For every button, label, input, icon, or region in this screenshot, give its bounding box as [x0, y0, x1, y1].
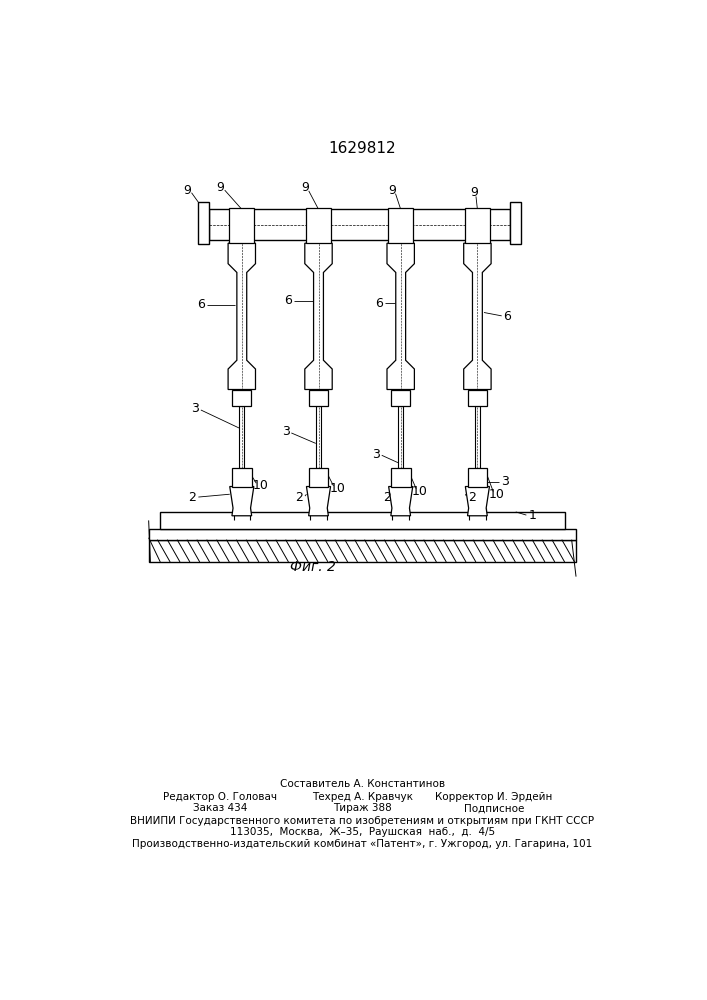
Text: Тираж 388: Тираж 388: [333, 803, 392, 813]
Text: 3: 3: [501, 475, 509, 488]
Bar: [309, 389, 328, 406]
Bar: [148, 529, 576, 540]
Bar: [306, 208, 331, 243]
Bar: [392, 510, 409, 520]
Polygon shape: [305, 243, 332, 389]
Text: 10: 10: [329, 482, 346, 495]
Polygon shape: [465, 487, 489, 516]
Bar: [391, 389, 410, 406]
Bar: [475, 406, 480, 468]
Bar: [148, 540, 576, 562]
Text: 9: 9: [471, 186, 479, 199]
Bar: [233, 510, 250, 520]
Bar: [310, 510, 327, 520]
Text: 2: 2: [296, 491, 303, 504]
Text: 2: 2: [468, 491, 476, 504]
Text: 1629812: 1629812: [329, 141, 396, 156]
Bar: [198, 202, 209, 244]
Polygon shape: [230, 487, 254, 516]
Text: 113035,  Москва,  Ж–35,  Раушская  наб.,  д.  4/5: 113035, Москва, Ж–35, Раушская наб., д. …: [230, 827, 495, 837]
Bar: [398, 406, 403, 468]
Text: Составитель А. Константинов: Составитель А. Константинов: [280, 779, 445, 789]
Text: Заказ 434: Заказ 434: [193, 803, 247, 813]
Text: 10: 10: [412, 485, 428, 498]
Text: 3: 3: [281, 425, 290, 438]
Polygon shape: [389, 487, 413, 516]
Text: 10: 10: [253, 479, 269, 492]
Text: 6: 6: [197, 298, 204, 311]
Bar: [232, 389, 252, 406]
Text: 6: 6: [375, 297, 382, 310]
Bar: [464, 208, 490, 243]
Text: Фиг. 2: Фиг. 2: [290, 560, 336, 574]
Text: Корректор И. Эрдейн: Корректор И. Эрдейн: [435, 792, 553, 802]
Text: 3: 3: [372, 448, 380, 461]
Bar: [240, 406, 244, 468]
Bar: [467, 468, 487, 487]
Bar: [229, 208, 255, 243]
Polygon shape: [464, 243, 491, 389]
Polygon shape: [228, 243, 255, 389]
Bar: [391, 468, 411, 487]
Text: 1: 1: [528, 509, 536, 522]
Text: 9: 9: [216, 181, 224, 194]
Bar: [232, 468, 252, 487]
Text: 3: 3: [192, 402, 199, 415]
Text: 9: 9: [389, 184, 397, 197]
Polygon shape: [306, 487, 331, 516]
Text: Производственно-издательский комбинат «Патент», г. Ужгород, ул. Гагарина, 101: Производственно-издательский комбинат «П…: [132, 839, 592, 849]
Text: 10: 10: [489, 488, 505, 501]
Bar: [160, 512, 565, 529]
Text: 2: 2: [189, 491, 197, 504]
Bar: [469, 510, 486, 520]
Text: ВНИИПИ Государственного комитета по изобретениям и открытиям при ГКНТ СССР: ВНИИПИ Государственного комитета по изоб…: [130, 816, 595, 826]
Text: 6: 6: [284, 294, 292, 307]
Text: Техред А. Кравчук: Техред А. Кравчук: [312, 792, 413, 802]
Bar: [309, 468, 328, 487]
Bar: [510, 202, 521, 244]
Text: Редактор О. Головач: Редактор О. Головач: [163, 792, 277, 802]
Text: 6: 6: [503, 310, 511, 323]
Text: 2: 2: [383, 491, 391, 504]
Bar: [209, 209, 510, 240]
Text: 9: 9: [301, 181, 309, 194]
Bar: [316, 406, 321, 468]
Polygon shape: [387, 243, 414, 389]
Bar: [388, 208, 414, 243]
Text: Подписное: Подписное: [464, 803, 524, 813]
Bar: [468, 389, 487, 406]
Text: 9: 9: [183, 184, 191, 197]
